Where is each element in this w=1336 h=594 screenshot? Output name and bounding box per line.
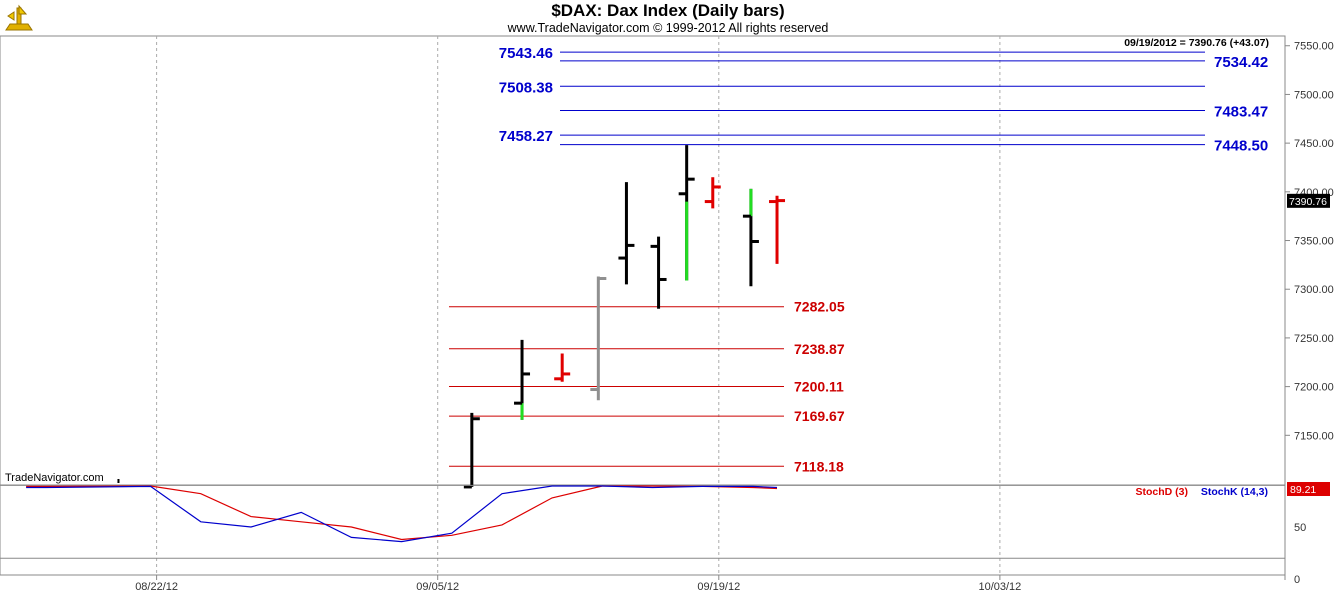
price-tick-label: 7200.00: [1294, 382, 1334, 394]
price-bar: [742, 188, 759, 287]
tradenavigator-logo-icon: [5, 4, 33, 31]
last-price-tag: 7390.76: [1289, 196, 1327, 208]
red-level-label: 7200.11: [794, 379, 844, 395]
date-tick-label: 09/05/12: [416, 581, 459, 593]
plot-frame: [0, 35, 1286, 576]
price-tick-label: 7500.00: [1294, 89, 1334, 101]
date-tick-label: 08/22/12: [135, 581, 178, 593]
chart-subtitle: www.TradeNavigator.com © 1999-2012 All r…: [507, 21, 829, 35]
stoch-legend-d: StochD (3): [1136, 486, 1189, 498]
stoch-legend-k: StochK (14,3): [1201, 486, 1268, 498]
price-tick-label: 7300.00: [1294, 284, 1334, 296]
last-price-tag-bg: [1287, 193, 1330, 208]
price-tick-label: 7150.00: [1294, 430, 1334, 442]
price-bar: [514, 339, 531, 420]
price-bar: [678, 145, 695, 281]
price-tick-label: 7350.00: [1294, 236, 1334, 248]
blue-level-label: 7543.46: [499, 45, 553, 62]
stochastic-pane: 0 50 StochD (3) StochK (14,3) 89.21: [0, 479, 1330, 586]
price-bar: [590, 276, 607, 401]
stoch-tick-label: 50: [1294, 522, 1306, 534]
stoch-series-line: [26, 485, 778, 543]
blue-level-label: 7458.27: [499, 128, 553, 145]
value-tags: 09/19/2012 = 7390.76 (+43.07) TradeNaviga…: [5, 37, 1330, 484]
price-bars: [463, 145, 786, 489]
price-bar: [554, 353, 571, 382]
level-lines: 7543.46 7534.42 7508.38 7483.47 7458.27 7448.…: [449, 45, 1268, 474]
blue-level-label: 7534.42: [1214, 54, 1268, 71]
last-value-label: 09/19/2012 = 7390.76 (+43.07): [1124, 37, 1269, 49]
price-tick-label: 7450.00: [1294, 138, 1334, 150]
price-bar: [463, 412, 480, 489]
date-tick-label: 10/03/12: [978, 581, 1021, 593]
stoch-tag-bg: [1287, 482, 1330, 496]
price-axis: 7150.007200.007250.007300.007350.007400.…: [1285, 41, 1334, 442]
blue-level-label: 7508.38: [499, 79, 553, 96]
price-bar: [650, 236, 667, 309]
watermark-text: TradeNavigator.com: [5, 472, 104, 484]
chart-title: $DAX: Dax Index (Daily bars): [551, 1, 785, 20]
blue-level-label: 7483.47: [1214, 104, 1268, 121]
date-axis: 08/22/12 09/05/12 09/19/12 10/03/12: [135, 575, 1021, 593]
blue-level-label: 7448.50: [1214, 138, 1268, 155]
price-bar: [618, 182, 635, 285]
price-tick-label: 7250.00: [1294, 333, 1334, 345]
stoch-marker: [117, 479, 120, 483]
price-bar: [769, 195, 786, 264]
price-tick-label: 7550.00: [1294, 41, 1334, 53]
price-bar: [704, 177, 721, 209]
stoch-tick-label: 0: [1294, 574, 1300, 586]
red-level-label: 7238.87: [794, 341, 845, 357]
date-tick-label: 09/19/12: [697, 581, 740, 593]
red-level-label: 7169.67: [794, 408, 845, 424]
red-level-label: 7282.05: [794, 299, 845, 315]
red-level-label: 7118.18: [794, 458, 844, 474]
stoch-last-value-tag: 89.21: [1290, 484, 1316, 496]
